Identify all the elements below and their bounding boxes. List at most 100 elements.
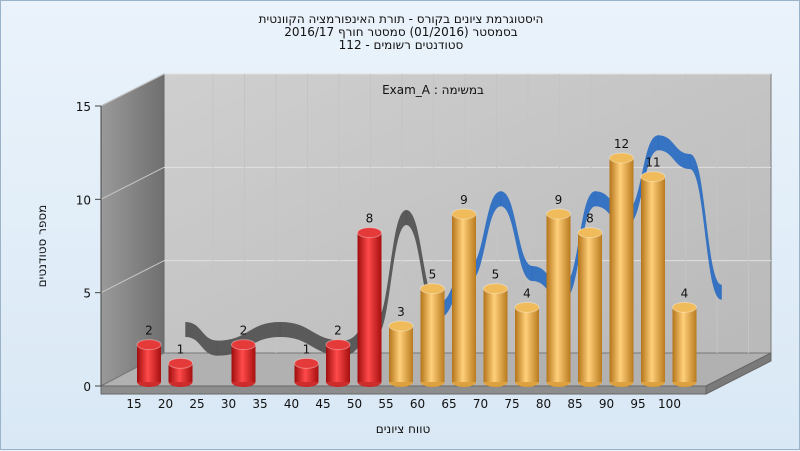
bar-body xyxy=(137,344,161,382)
y-tick-label: 15 xyxy=(76,100,91,114)
data-label-70: 5 xyxy=(492,268,500,282)
chart-annotation: במשימה : Exam_A xyxy=(382,83,484,97)
bar-top xyxy=(357,227,382,239)
bar-layer xyxy=(136,152,697,387)
x-tick-label: 25 xyxy=(189,397,204,411)
bar-30 xyxy=(231,339,256,387)
data-label-15: 2 xyxy=(145,324,153,338)
bar-85 xyxy=(577,227,603,387)
bar-body xyxy=(389,326,413,382)
bar-body xyxy=(609,158,634,382)
bar-body xyxy=(672,307,697,382)
grid-line-wall xyxy=(100,166,165,200)
bar-70 xyxy=(483,283,508,387)
bar-body xyxy=(483,288,508,382)
x-tick-label: 80 xyxy=(536,397,551,411)
bar-20 xyxy=(168,357,193,387)
bar-65 xyxy=(451,208,477,387)
data-label-45: 2 xyxy=(334,324,342,338)
bar-body xyxy=(420,288,445,382)
bar-body xyxy=(515,307,539,382)
bar-100 xyxy=(672,301,697,387)
bar-body xyxy=(452,214,476,382)
bar-80 xyxy=(546,208,571,387)
data-label-95: 11 xyxy=(645,156,660,170)
x-tick-label: 55 xyxy=(378,397,393,411)
data-label-50: 8 xyxy=(366,212,374,226)
bar-90 xyxy=(609,152,634,387)
data-label-60: 5 xyxy=(429,268,437,282)
grid-line-wall xyxy=(100,260,165,294)
bar-body xyxy=(578,232,602,382)
x-axis-title: טווח ציונים xyxy=(376,422,431,436)
chart-title-line-3: סטודנטים רשומים - 112 xyxy=(339,38,464,52)
trend-ribbon-segment xyxy=(689,153,722,300)
x-tick-label: 85 xyxy=(567,397,582,411)
data-label-90: 12 xyxy=(614,137,629,151)
x-tick-label: 70 xyxy=(473,397,488,411)
bar-body xyxy=(294,363,319,382)
x-tick-label: 75 xyxy=(504,397,519,411)
grid-layer xyxy=(100,73,771,353)
bar-top xyxy=(388,320,414,332)
bar-top xyxy=(514,301,540,313)
data-label-40: 1 xyxy=(303,342,311,356)
bar-top xyxy=(577,227,603,239)
data-label-80: 9 xyxy=(555,193,563,207)
bar-top xyxy=(294,357,319,369)
data-label-65: 9 xyxy=(460,193,468,207)
bar-40 xyxy=(294,357,319,387)
bar-95 xyxy=(640,171,666,387)
bar-top xyxy=(672,301,697,313)
bar-body xyxy=(326,344,350,382)
bar-15 xyxy=(136,339,162,387)
x-tick-label: 40 xyxy=(284,397,299,411)
x-tick-label: 35 xyxy=(252,397,267,411)
grid-line-wall xyxy=(100,73,165,107)
x-tick-label: 30 xyxy=(221,397,236,411)
bar-body xyxy=(231,344,256,382)
bar-body xyxy=(168,363,193,382)
plot-floor-front xyxy=(100,385,707,395)
bar-top xyxy=(168,357,193,369)
bar-top xyxy=(609,152,634,164)
x-tick-label: 90 xyxy=(599,397,614,411)
bar-top xyxy=(420,283,445,295)
bar-body xyxy=(357,232,382,382)
bar-55 xyxy=(388,320,414,387)
bar-60 xyxy=(420,283,445,387)
bar-top xyxy=(483,283,508,295)
x-tick-label: 50 xyxy=(347,397,362,411)
bar-75 xyxy=(514,301,540,387)
chart-title-line-2: בסמסטר (01/2016) סמסטר חורף 2016/17 xyxy=(284,25,517,39)
data-label-20: 1 xyxy=(177,342,185,356)
y-tick-label: 0 xyxy=(83,380,91,394)
x-tick-label: 20 xyxy=(158,397,173,411)
y-axis-title: מספר סטודנטים xyxy=(35,205,49,288)
bar-top xyxy=(451,208,477,220)
chart-title-line-1: היסטוגרמת ציונים בקורס - תורת האינפורמצי… xyxy=(259,12,544,26)
y-tick-label: 5 xyxy=(83,287,91,301)
data-label-30: 2 xyxy=(240,324,248,338)
bar-50 xyxy=(357,227,382,387)
data-label-100: 4 xyxy=(681,286,689,300)
x-tick-label: 100 xyxy=(658,397,681,411)
bar-body xyxy=(546,214,571,382)
bar-top xyxy=(546,208,571,220)
x-tick-label: 95 xyxy=(630,397,645,411)
bar-top xyxy=(231,339,256,351)
data-label-55: 3 xyxy=(397,305,405,319)
bar-45 xyxy=(325,339,351,387)
bar-top xyxy=(325,339,351,351)
bar-top xyxy=(136,339,162,351)
x-tick-label: 15 xyxy=(126,397,141,411)
data-label-85: 8 xyxy=(586,212,594,226)
x-tick-label: 45 xyxy=(315,397,330,411)
x-tick-label: 60 xyxy=(410,397,425,411)
bar-body xyxy=(641,176,665,382)
data-label-75: 4 xyxy=(523,286,531,300)
